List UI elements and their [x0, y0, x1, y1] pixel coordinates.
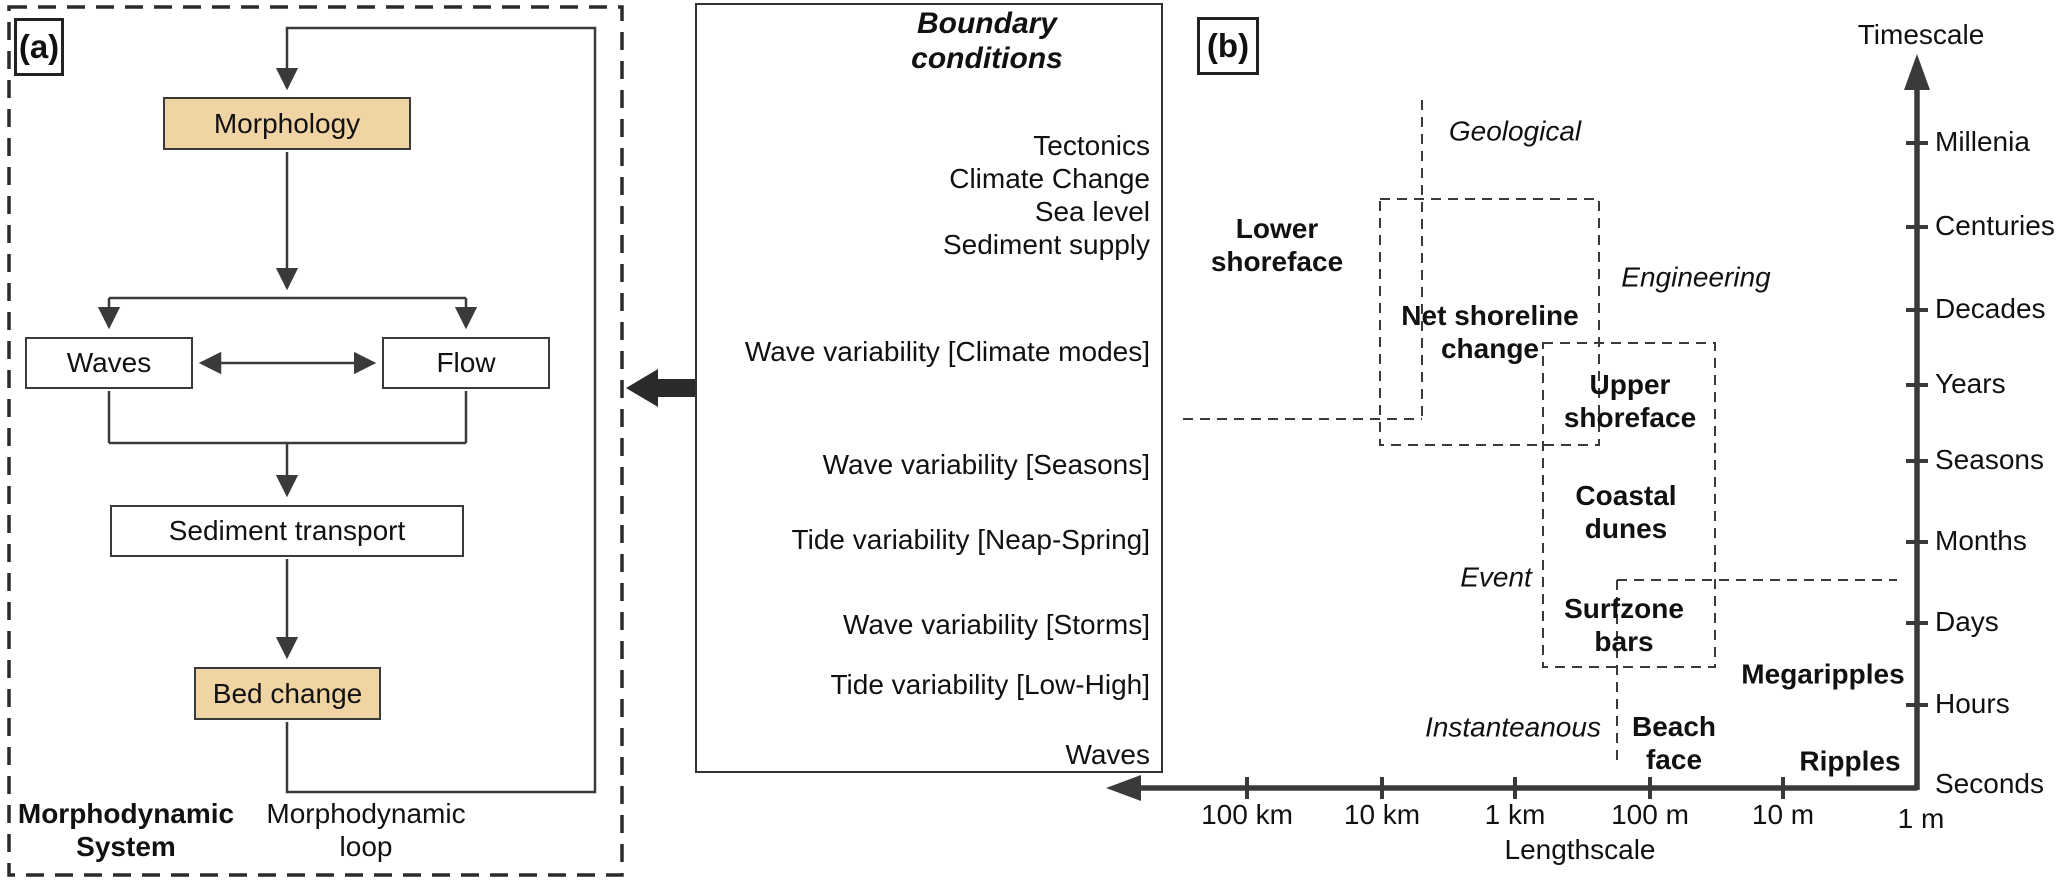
scale-region-dashed-lines	[1183, 100, 1897, 767]
boundary-item-climate-change: Climate Change	[949, 163, 1150, 194]
feature-lower-shoreface: Lower shoreface	[1210, 212, 1344, 277]
regime-instantaneous: Instanteanous	[1425, 711, 1601, 743]
morphodynamic-loop-path	[275, 26, 597, 794]
ytick-seconds: Seconds	[1935, 768, 2044, 799]
y-axis-arrowhead	[1904, 54, 1930, 90]
boundary-item-wave-seasons: Wave variability [Seasons]	[822, 449, 1150, 480]
ytick-years: Years	[1935, 368, 2006, 399]
event-region-lines	[1616, 579, 1897, 767]
regime-engineering: Engineering	[1621, 261, 1771, 293]
ytick-decades: Decades	[1935, 293, 2046, 324]
boundary-item-tectonics: Tectonics	[1033, 130, 1150, 161]
merge-line	[107, 391, 468, 445]
boundary-item-sediment-supply: Sediment supply	[942, 229, 1150, 260]
upper-shoreface-box	[1542, 342, 1716, 668]
node-sediment-transport: Sediment transport	[110, 505, 464, 557]
boundary-conditions-list: Tectonics Climate Change Sea level Sedim…	[695, 0, 1150, 773]
ytick-days: Days	[1935, 606, 1999, 637]
node-bed-change: Bed change	[194, 667, 381, 720]
boundary-conditions-box	[695, 3, 1163, 773]
node-flow-label: Flow	[436, 347, 496, 378]
feature-surfzone-bars: Surfzone bars	[1564, 592, 1684, 657]
panel-a-tag: (a)	[14, 18, 64, 76]
node-flow: Flow	[382, 337, 550, 389]
boundary-item-tide-neap-spring: Tide variability [Neap-Spring]	[791, 524, 1150, 555]
panel-b-axes	[1135, 88, 1920, 791]
caption-morphodynamic-loop: Morphodynamic loop	[266, 797, 466, 862]
feature-beach-face: Beach face	[1631, 710, 1717, 775]
ytick-millenia: Millenia	[1935, 126, 2030, 157]
axis-ticks	[1245, 141, 1928, 799]
xtick-1km: 1 km	[1484, 799, 1546, 830]
node-bed-change-label: Bed change	[212, 677, 363, 709]
caption-morphodynamic-system: Morphodynamic System	[17, 797, 235, 862]
panel-a-tag-text: (a)	[18, 28, 60, 65]
regime-event: Event	[1460, 561, 1532, 593]
xtick-10km: 10 km	[1343, 799, 1421, 830]
boundary-item-wave-storms: Wave variability [Storms]	[842, 609, 1150, 640]
node-waves: Waves	[25, 337, 193, 389]
panel-b-tag: (b)	[1197, 17, 1259, 75]
node-morphology: Morphology	[163, 97, 411, 150]
panel-b-tag-text: (b)	[1206, 27, 1250, 64]
boundary-item-sea-level: Sea level	[1034, 196, 1150, 227]
x-axis-title: Lengthscale	[1504, 834, 1656, 865]
feature-upper-shoreface: Upper shoreface	[1563, 368, 1697, 433]
feature-ripples: Ripples	[1799, 745, 1901, 777]
xtick-1m: 1 m	[1897, 803, 1945, 834]
boundary-item-wave-climate-modes: Wave variability [Climate modes]	[744, 336, 1150, 367]
feature-coastal-dunes: Coastal dunes	[1575, 479, 1677, 544]
ytick-months: Months	[1935, 525, 2027, 556]
node-sediment-transport-label: Sediment transport	[168, 515, 406, 546]
xtick-100km: 100 km	[1201, 799, 1293, 830]
boundary-item-waves: Waves	[1065, 739, 1150, 770]
boundary-conditions-title: Boundary conditions	[911, 7, 1063, 76]
feature-megaripples: Megaripples	[1741, 658, 1905, 690]
y-axis-title: Timescale	[1857, 19, 1985, 50]
node-waves-label: Waves	[66, 347, 152, 378]
node-morphology-label: Morphology	[213, 107, 361, 139]
ytick-centuries: Centuries	[1935, 210, 2055, 241]
xtick-10m: 10 m	[1751, 799, 1815, 830]
panel-a-dashed-border	[7, 5, 624, 877]
boundary-to-system-block-arrow	[626, 369, 695, 407]
flowchart-arrows	[97, 152, 478, 660]
ytick-hours: Hours	[1935, 688, 2010, 719]
regime-geological: Geological	[1448, 115, 1582, 147]
boundary-item-tide-low-high: Tide variability [Low-High]	[830, 669, 1150, 700]
x-axis-arrowhead	[1106, 775, 1141, 801]
ytick-seasons: Seasons	[1935, 444, 2044, 475]
feature-net-shoreline-change: Net shoreline change	[1401, 299, 1579, 364]
xtick-100m: 100 m	[1611, 799, 1689, 830]
net-shoreline-change-box	[1379, 198, 1600, 446]
